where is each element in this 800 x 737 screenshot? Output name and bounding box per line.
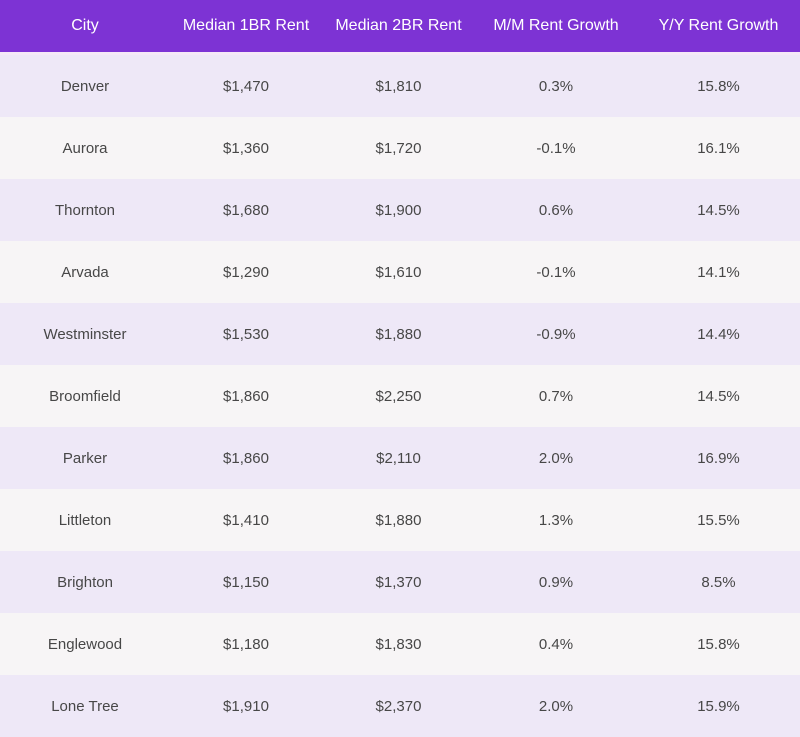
- cell-city: Arvada: [0, 241, 170, 303]
- cell-1br-rent: $1,530: [170, 303, 322, 365]
- cell-city: Broomfield: [0, 365, 170, 427]
- cell-city: Littleton: [0, 489, 170, 551]
- cell-mm-growth: 0.3%: [475, 53, 637, 117]
- cell-2br-rent: $1,370: [322, 551, 475, 613]
- cell-mm-growth: -0.1%: [475, 241, 637, 303]
- cell-1br-rent: $1,150: [170, 551, 322, 613]
- cell-city: Thornton: [0, 179, 170, 241]
- cell-2br-rent: $2,110: [322, 427, 475, 489]
- cell-1br-rent: $1,360: [170, 117, 322, 179]
- header-row: City Median 1BR Rent Median 2BR Rent M/M…: [0, 0, 800, 55]
- cell-1br-rent: $1,680: [170, 179, 322, 241]
- table-row: Englewood $1,180 $1,830 0.4% 15.8%: [0, 613, 800, 675]
- table-row: Arvada $1,290 $1,610 -0.1% 14.1%: [0, 241, 800, 303]
- cell-2br-rent: $1,900: [322, 179, 475, 241]
- cell-mm-growth: 2.0%: [475, 675, 637, 737]
- column-header-mm-rent-growth: M/M Rent Growth: [475, 0, 637, 55]
- cell-mm-growth: 1.3%: [475, 489, 637, 551]
- table-row: Parker $1,860 $2,110 2.0% 16.9%: [0, 427, 800, 489]
- cell-yy-growth: 14.5%: [637, 179, 800, 241]
- cell-1br-rent: $1,180: [170, 613, 322, 675]
- cell-city: Brighton: [0, 551, 170, 613]
- table-row: Denver $1,470 $1,810 0.3% 15.8%: [0, 53, 800, 117]
- cell-1br-rent: $1,860: [170, 427, 322, 489]
- table-header: City Median 1BR Rent Median 2BR Rent M/M…: [0, 0, 800, 55]
- cell-city: Parker: [0, 427, 170, 489]
- cell-mm-growth: 0.4%: [475, 613, 637, 675]
- table-row: Lone Tree $1,910 $2,370 2.0% 15.9%: [0, 675, 800, 737]
- cell-mm-growth: 0.7%: [475, 365, 637, 427]
- cell-2br-rent: $1,610: [322, 241, 475, 303]
- cell-2br-rent: $1,830: [322, 613, 475, 675]
- table-row: Thornton $1,680 $1,900 0.6% 14.5%: [0, 179, 800, 241]
- cell-city: Lone Tree: [0, 675, 170, 737]
- cell-yy-growth: 14.1%: [637, 241, 800, 303]
- cell-city: Aurora: [0, 117, 170, 179]
- cell-yy-growth: 8.5%: [637, 551, 800, 613]
- cell-2br-rent: $1,880: [322, 303, 475, 365]
- cell-mm-growth: -0.1%: [475, 117, 637, 179]
- table-body: Denver $1,470 $1,810 0.3% 15.8% Aurora $…: [0, 53, 800, 737]
- cell-1br-rent: $1,410: [170, 489, 322, 551]
- cell-yy-growth: 14.4%: [637, 303, 800, 365]
- cell-2br-rent: $1,720: [322, 117, 475, 179]
- cell-yy-growth: 16.1%: [637, 117, 800, 179]
- cell-1br-rent: $1,290: [170, 241, 322, 303]
- cell-2br-rent: $1,810: [322, 53, 475, 117]
- table-row: Littleton $1,410 $1,880 1.3% 15.5%: [0, 489, 800, 551]
- cell-yy-growth: 15.8%: [637, 613, 800, 675]
- column-header-median-1br-rent: Median 1BR Rent: [170, 0, 322, 55]
- cell-1br-rent: $1,910: [170, 675, 322, 737]
- cell-city: Westminster: [0, 303, 170, 365]
- cell-mm-growth: 0.9%: [475, 551, 637, 613]
- column-header-median-2br-rent: Median 2BR Rent: [322, 0, 475, 55]
- cell-1br-rent: $1,470: [170, 53, 322, 117]
- column-header-city: City: [0, 0, 170, 55]
- cell-2br-rent: $2,250: [322, 365, 475, 427]
- cell-city: Englewood: [0, 613, 170, 675]
- cell-2br-rent: $1,880: [322, 489, 475, 551]
- table-row: Westminster $1,530 $1,880 -0.9% 14.4%: [0, 303, 800, 365]
- table-row: Brighton $1,150 $1,370 0.9% 8.5%: [0, 551, 800, 613]
- cell-mm-growth: 2.0%: [475, 427, 637, 489]
- cell-mm-growth: 0.6%: [475, 179, 637, 241]
- cell-yy-growth: 15.5%: [637, 489, 800, 551]
- cell-mm-growth: -0.9%: [475, 303, 637, 365]
- cell-yy-growth: 15.8%: [637, 53, 800, 117]
- cell-2br-rent: $2,370: [322, 675, 475, 737]
- table-row: Aurora $1,360 $1,720 -0.1% 16.1%: [0, 117, 800, 179]
- column-header-yy-rent-growth: Y/Y Rent Growth: [637, 0, 800, 55]
- cell-yy-growth: 15.9%: [637, 675, 800, 737]
- cell-yy-growth: 16.9%: [637, 427, 800, 489]
- cell-1br-rent: $1,860: [170, 365, 322, 427]
- table-row: Broomfield $1,860 $2,250 0.7% 14.5%: [0, 365, 800, 427]
- cell-yy-growth: 14.5%: [637, 365, 800, 427]
- cell-city: Denver: [0, 53, 170, 117]
